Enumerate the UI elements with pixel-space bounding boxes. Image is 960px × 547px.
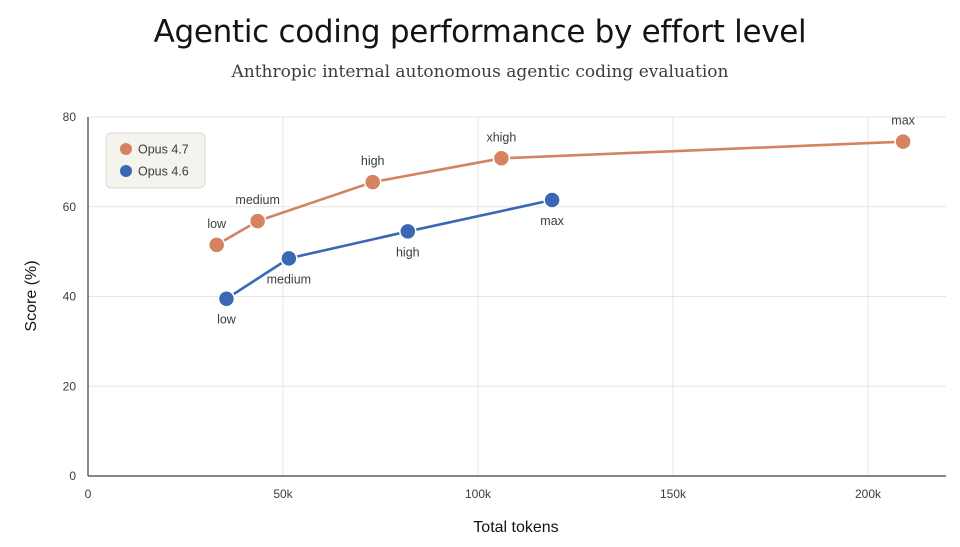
data-point [399,222,417,241]
data-label: max [891,114,915,128]
grid-lines [88,116,946,476]
legend-box [105,132,206,189]
data-label: high [361,154,385,168]
data-point [280,249,298,268]
data-point [363,173,382,191]
y-tick-label: 80 [63,110,77,124]
y-tick-label: 0 [69,469,76,483]
y-tick-label: 20 [63,379,77,393]
data-point [207,236,226,254]
data-point [543,191,561,209]
data-point [217,289,236,308]
data-label: low [207,217,227,231]
series-line [216,140,904,247]
y-tick-label: 60 [63,200,77,214]
data-label: max [540,214,564,228]
data-point [248,212,267,230]
x-tick-label: 200k [855,487,882,501]
data-label: xhigh [486,130,516,144]
chart-subtitle: Anthropic internal autonomous agentic co… [231,62,729,82]
series-opus-4-7: low medium high xhigh max [207,114,916,254]
axes [87,117,946,477]
x-tick-label: 100k [465,487,492,501]
x-tick-label: 0 [85,487,92,501]
x-tick-label: 50k [273,487,293,501]
data-label: medium [235,193,279,207]
x-tick-label: 150k [660,487,687,501]
y-axis-title: Score (%) [23,260,40,331]
series-line [225,198,553,300]
tick-labels: 0 20 40 60 80 0 50k 100k 150k 200k [63,110,882,501]
y-tick-label: 40 [63,290,77,304]
legend-swatch [120,143,132,155]
data-point [894,132,912,151]
legend-label: Opus 4.6 [138,165,189,179]
legend-swatch [120,165,132,177]
data-label: low [217,313,237,327]
legend-label: Opus 4.7 [138,143,189,157]
legend: Opus 4.7 Opus 4.6 [105,132,206,189]
data-point [492,149,511,168]
chart-title: Agentic coding performance by effort lev… [153,14,807,50]
series-opus-4-6: low medium high max [217,191,565,327]
series-layer: low medium high xhigh max low medium high max [207,114,915,327]
x-axis-title: Total tokens [473,519,558,536]
data-label: high [396,245,420,259]
data-label: medium [267,272,311,286]
